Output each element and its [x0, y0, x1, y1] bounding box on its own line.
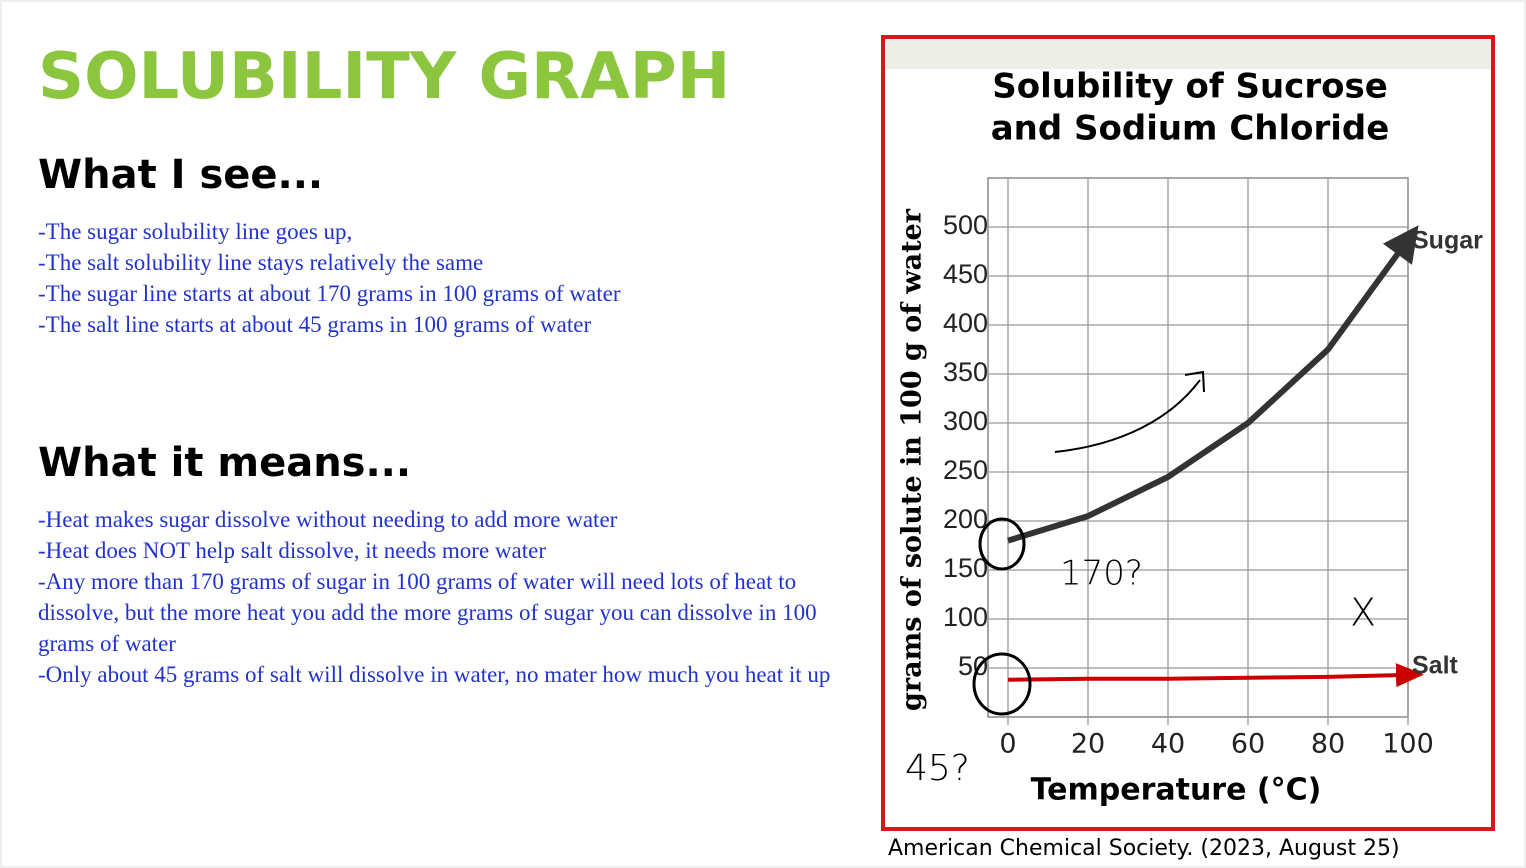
y-tick-label: 50: [958, 651, 988, 681]
hand-arrow: [1054, 370, 1205, 453]
citation: American Chemical Society. (2023, August…: [888, 836, 1400, 861]
series-line: [1007, 225, 1419, 544]
text-column: SOLUBILITY GRAPH What I see... -The suga…: [38, 40, 853, 690]
series-line: [1007, 663, 1424, 688]
y-tick-label: 350: [943, 357, 988, 387]
chart-title-cont: and Sodium Chloride: [991, 109, 1390, 149]
chart-frame: [881, 35, 1495, 831]
handwritten-note: 45?: [905, 748, 970, 789]
list-item: -The sugar line starts at about 170 gram…: [38, 281, 621, 306]
slide-title: SOLUBILITY GRAPH: [38, 40, 731, 114]
x-tick-label: 0: [999, 729, 1016, 760]
handwritten-note: X: [1350, 591, 1376, 635]
list-item: -The salt solubility line stays relative…: [38, 250, 484, 275]
y-tick-label: 450: [943, 259, 988, 289]
y-tick-label: 250: [943, 455, 988, 485]
x-tick-label: 80: [1311, 729, 1345, 760]
y-tick-label: 150: [943, 553, 988, 583]
list-item: -Any more than 170 grams of sugar in 100…: [38, 569, 817, 656]
list-item: -Heat does NOT help salt dissolve, it ne…: [38, 538, 546, 563]
x-tick-label: 20: [1071, 729, 1105, 760]
hand-circle: [978, 517, 1026, 571]
list-item: -The salt line starts at about 45 grams …: [38, 312, 592, 337]
heading: What I see...: [38, 152, 324, 198]
list-item: -The sugar solubility line goes up,: [38, 219, 353, 244]
handwritten-note: 170?: [1060, 554, 1143, 594]
y-tick-label: 500: [943, 210, 988, 240]
y-tick-label: 200: [943, 504, 988, 534]
x-tick-label: 60: [1231, 729, 1265, 760]
x-tick-label: 40: [1151, 729, 1185, 760]
y-axis-label: grams of solute in 100 g of water: [897, 208, 928, 711]
chart-title: Solubility of Sucrose: [992, 67, 1388, 107]
series-label: Sugar: [1412, 226, 1483, 254]
y-tick-label: 300: [943, 406, 988, 436]
list: -The sugar solubility line goes up, -The …: [38, 216, 853, 340]
list-item: -Heat makes sugar dissolve without needi…: [38, 507, 618, 532]
list-item: -Only about 45 grams of salt will dissol…: [38, 662, 831, 687]
series-label: Salt: [1412, 651, 1459, 679]
y-tick-label: 400: [943, 308, 988, 338]
plot-area: 50 100 150 200 250 300 350 400 450 500 0 20 40 60 80 10…: [943, 177, 1483, 760]
x-tick-label: 100: [1382, 729, 1434, 760]
band: [885, 39, 1491, 69]
list: -Heat makes sugar dissolve without needi…: [38, 504, 853, 690]
x-axis-label: Temperature (°C): [1031, 773, 1322, 808]
hand-circle: [972, 652, 1032, 716]
heading: What it means...: [38, 440, 412, 486]
plot-bg: [987, 177, 1409, 718]
y-tick-label: 100: [943, 602, 988, 632]
